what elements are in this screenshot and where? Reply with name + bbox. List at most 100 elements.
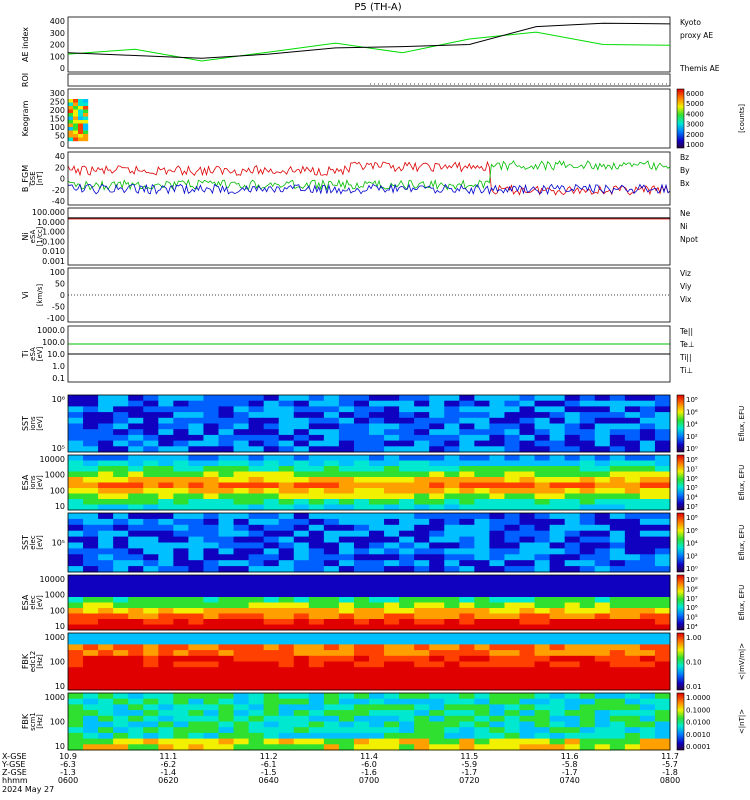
spectrogram-cell (594, 667, 611, 674)
spectrogram-cell (654, 721, 671, 728)
spectrogram-cell (263, 732, 280, 740)
spectrogram-cell (308, 395, 325, 402)
spectrogram-cell (444, 693, 460, 700)
spectrogram-cell (459, 504, 475, 511)
spectrogram-cell (429, 493, 445, 500)
spectrogram-cell (173, 499, 189, 505)
spectrogram-cell (564, 693, 581, 700)
spectrogram-cell (399, 650, 415, 657)
spectrogram-cell (549, 693, 566, 700)
spectrogram-cell (338, 591, 355, 598)
spectrogram-cell (489, 644, 505, 651)
keogram-cell (68, 123, 74, 128)
spectrogram-cell (399, 471, 415, 478)
spectrogram-cell (173, 513, 189, 520)
spectrogram-cell (263, 406, 280, 413)
spectrogram-cell (353, 530, 370, 538)
spectrogram-cell (293, 591, 310, 598)
y-axis-sublabel: elec (29, 535, 37, 550)
spectrogram-cell (188, 727, 204, 734)
spectrogram-cell (128, 455, 144, 461)
spectrogram-cell (594, 715, 611, 722)
spectrogram-cell (429, 499, 445, 505)
spectrogram-cell (293, 477, 310, 483)
spectrogram-cell (68, 580, 84, 587)
spectrogram-cell (549, 613, 566, 620)
spectrogram-cell (639, 580, 656, 587)
spectrogram-cell (534, 644, 551, 651)
spectrogram-cell (519, 580, 536, 587)
spectrogram-cell (308, 667, 325, 674)
spectrogram-cell (233, 499, 250, 505)
spectrogram-cell (248, 423, 265, 430)
spectrogram-cell (233, 513, 250, 520)
spectrogram-cell (203, 536, 219, 543)
spectrogram-cell (278, 482, 295, 489)
spectrogram-cell (384, 548, 400, 555)
spectrogram-cell (594, 644, 611, 651)
spectrogram-cell (98, 412, 114, 419)
spectrogram-cell (579, 698, 596, 705)
spectrogram-cell (369, 715, 385, 722)
spectrogram-cell (624, 440, 641, 447)
spectrogram-cell (218, 633, 235, 640)
spectrogram-cell (158, 684, 174, 691)
spectrogram-cell (263, 613, 280, 620)
x-tick-label: 0700 (359, 776, 379, 785)
spectrogram-cell (218, 542, 235, 549)
spectrogram-cell (173, 406, 189, 413)
spectrogram-cell (158, 524, 174, 532)
spectrogram-cell (474, 638, 490, 645)
spectrogram-cell (549, 536, 566, 543)
spectrogram-cell (624, 460, 641, 467)
spectrogram-cell (323, 710, 340, 717)
spectrogram-cell (429, 704, 445, 711)
spectrogram-cell (519, 710, 536, 717)
spectrogram-cell (474, 471, 490, 478)
spectrogram-cell (128, 548, 144, 555)
spectrogram-cell (233, 466, 250, 472)
spectrogram-cell (474, 412, 490, 419)
spectrogram-cell (459, 744, 475, 751)
spectrogram-cell (519, 440, 536, 447)
spectrogram-cell (474, 423, 490, 430)
spectrogram-cell (459, 455, 475, 461)
spectrogram-cell (564, 744, 581, 751)
spectrogram-cell (639, 672, 656, 680)
spectrogram-cell (399, 406, 415, 413)
spectrogram-cell (534, 542, 551, 549)
spectrogram-cell (158, 710, 174, 717)
spectrogram-cell (173, 518, 189, 526)
spectrogram-cell (624, 608, 641, 614)
spectrogram-cell (429, 554, 445, 561)
spectrogram-cell (504, 667, 520, 674)
spectrogram-cell (519, 499, 536, 505)
spectrogram-cell (248, 446, 265, 453)
spectrogram-cell (173, 400, 189, 407)
spectrogram-cell (399, 684, 415, 691)
spectrogram-cell (474, 548, 490, 555)
spectrogram-cell (519, 684, 536, 691)
spectrogram-cell (534, 650, 551, 657)
spectrogram-cell (353, 429, 370, 436)
spectrogram-cell (113, 560, 129, 567)
spectrogram-cell (293, 672, 310, 680)
spectrogram-cell (429, 602, 445, 609)
spectrogram-cell (353, 624, 370, 631)
y-tick-label: 20 (55, 163, 65, 172)
spectrogram-cell (429, 412, 445, 419)
spectrogram-cell (639, 560, 656, 567)
panel-frame (67, 325, 671, 383)
spectrogram-cell (68, 619, 84, 625)
spectrogram-cell (83, 524, 99, 532)
spectrogram-cell (248, 608, 265, 614)
spectrogram-cell (534, 536, 551, 543)
y-axis-label: AE index (21, 27, 30, 62)
spectrogram-cell (609, 417, 626, 424)
spectrogram-cell (639, 493, 656, 500)
keogram-cell (68, 116, 74, 121)
spectrogram-cell (323, 591, 340, 598)
spectrogram-cell (429, 644, 445, 651)
spectrogram-cell (519, 429, 536, 436)
